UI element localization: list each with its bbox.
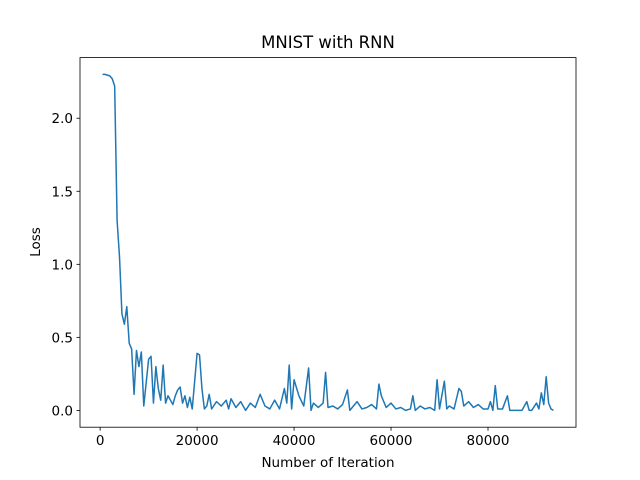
- y-tick-label: 0.5: [52, 330, 73, 346]
- loss-line: [102, 73, 554, 412]
- chart-title: MNIST with RNN: [261, 33, 395, 52]
- x-axis-label: Number of Iteration: [261, 455, 394, 471]
- y-axis-label: Loss: [28, 227, 44, 257]
- y-tick-label: 1.0: [52, 257, 73, 273]
- x-tick-label: 60000: [370, 433, 413, 449]
- x-tick-label: 20000: [176, 433, 219, 449]
- y-tick-label: 0.0: [52, 403, 73, 419]
- x-tick-label: 80000: [467, 433, 510, 449]
- y-tick-label: 2.0: [52, 111, 73, 127]
- plot-frame: [79, 57, 577, 428]
- y-tick-label: 1.5: [52, 184, 73, 200]
- x-tick-label: 40000: [273, 433, 316, 449]
- x-tick-label: 0: [96, 433, 105, 449]
